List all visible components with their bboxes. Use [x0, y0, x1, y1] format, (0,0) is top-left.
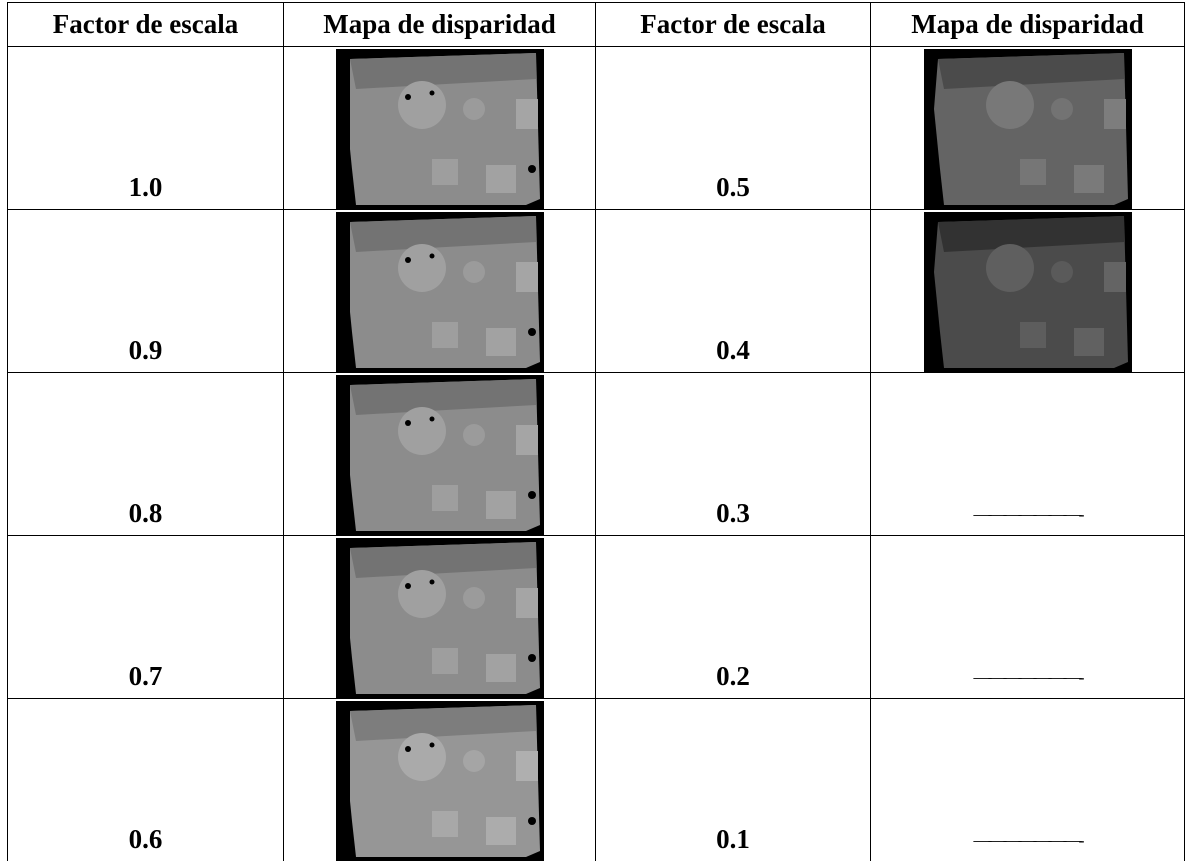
disparity-map: [336, 49, 544, 209]
cell: ———————-: [871, 699, 1185, 861]
scale-factor: 0.9: [8, 335, 283, 372]
results-table: Factor de escala Mapa de disparidad Fact…: [7, 2, 1185, 861]
scale-factor: 0.7: [8, 661, 283, 698]
table-row: 0.7 0.2———————-: [8, 536, 1185, 699]
empty-map: ———————-: [871, 830, 1184, 861]
disparity-map: [924, 49, 1132, 209]
cell: [284, 47, 596, 210]
header-cell: Mapa de disparidad: [871, 3, 1185, 47]
cell: 0.5: [596, 47, 871, 210]
page: Factor de escala Mapa de disparidad Fact…: [0, 0, 1191, 857]
table-row: 0.8 0.3———————-: [8, 373, 1185, 536]
empty-map: ———————-: [871, 667, 1184, 698]
disparity-map: [336, 212, 544, 372]
cell: 0.6: [8, 699, 284, 861]
cell: 0.8: [8, 373, 284, 536]
cell: [284, 373, 596, 536]
scale-factor: 0.6: [8, 824, 283, 861]
scale-factor: 0.3: [596, 498, 870, 535]
header-row: Factor de escala Mapa de disparidad Fact…: [8, 3, 1185, 47]
scale-factor: 0.2: [596, 661, 870, 698]
cell: ———————-: [871, 536, 1185, 699]
cell: [284, 699, 596, 861]
header-cell: Factor de escala: [596, 3, 871, 47]
disparity-map: [336, 375, 544, 535]
cell: [284, 536, 596, 699]
cell: 0.4: [596, 210, 871, 373]
table-row: 0.6 0.1———————-: [8, 699, 1185, 861]
disparity-map: [924, 212, 1132, 372]
table-row: 0.9 0.4: [8, 210, 1185, 373]
cell: 0.9: [8, 210, 284, 373]
table-row: 1.0 0.5: [8, 47, 1185, 210]
cell: 0.1: [596, 699, 871, 861]
scale-factor: 0.8: [8, 498, 283, 535]
header-cell: Factor de escala: [8, 3, 284, 47]
cell: [871, 47, 1185, 210]
scale-factor: 0.5: [596, 172, 870, 209]
cell: 0.2: [596, 536, 871, 699]
cell: ———————-: [871, 373, 1185, 536]
cell: 1.0: [8, 47, 284, 210]
header-cell: Mapa de disparidad: [284, 3, 596, 47]
table-body: 1.0 0.5 0.9 0.4 0.8: [8, 47, 1185, 861]
cell: 0.3: [596, 373, 871, 536]
cell: [871, 210, 1185, 373]
scale-factor: 1.0: [8, 172, 283, 209]
scale-factor: 0.4: [596, 335, 870, 372]
scale-factor: 0.1: [596, 824, 870, 861]
disparity-map: [336, 701, 544, 861]
cell: 0.7: [8, 536, 284, 699]
empty-map: ———————-: [871, 504, 1184, 535]
cell: [284, 210, 596, 373]
disparity-map: [336, 538, 544, 698]
